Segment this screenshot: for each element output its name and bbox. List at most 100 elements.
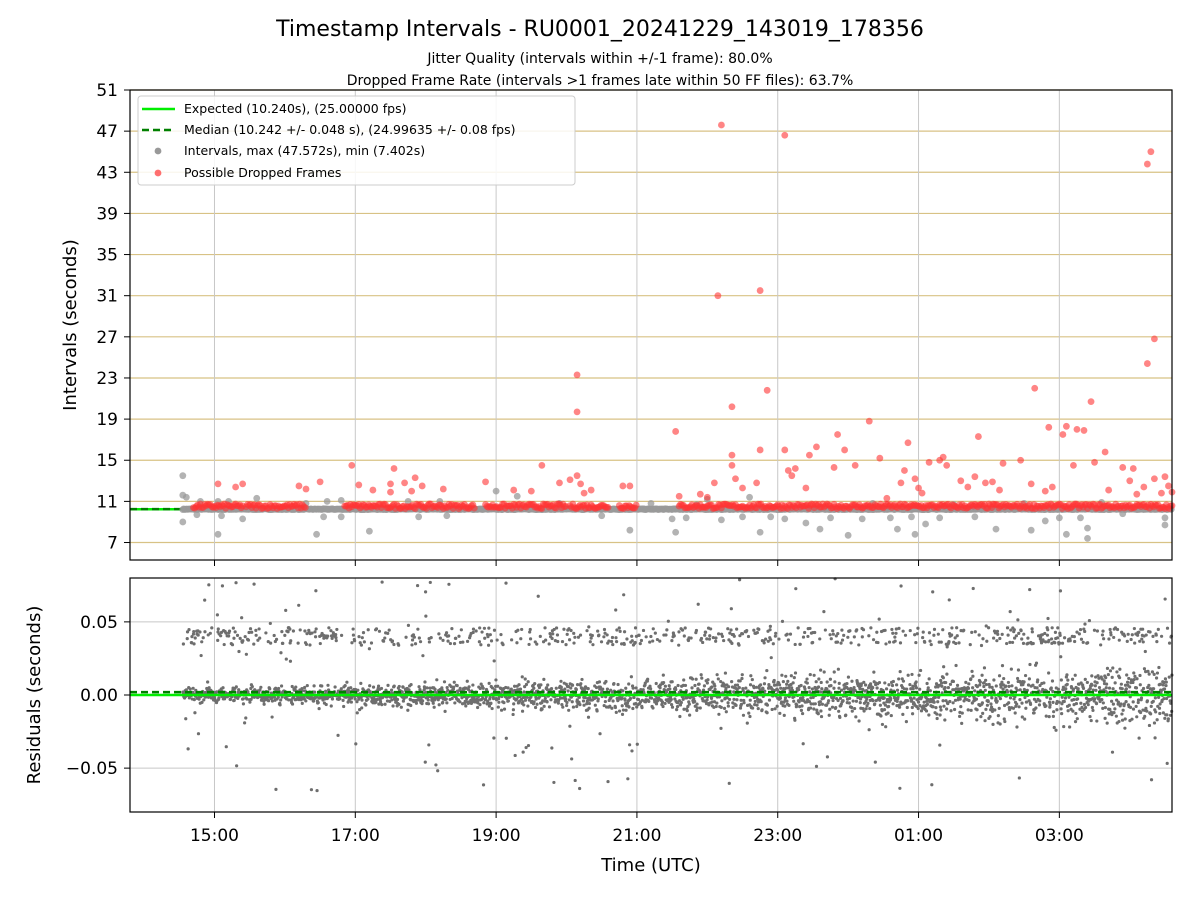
residual-point	[216, 638, 220, 642]
residual-point	[1053, 630, 1058, 634]
dropped-frame-point	[232, 483, 240, 491]
residual-point	[759, 683, 763, 687]
residual-point	[717, 632, 721, 636]
residual-point	[525, 695, 529, 699]
residual-point	[798, 642, 802, 646]
residual-point	[991, 722, 995, 726]
residual-point	[397, 702, 401, 707]
residual-point	[1054, 728, 1058, 732]
residual-point	[708, 634, 712, 638]
residual-point	[935, 712, 939, 716]
dropped-frame-point	[387, 488, 394, 496]
residual-point	[520, 627, 524, 632]
residual-point	[799, 683, 803, 688]
interval-point	[682, 514, 690, 522]
residual-point	[677, 630, 681, 634]
residual-point	[801, 695, 805, 700]
residual-point	[765, 703, 770, 707]
residual-point	[780, 700, 784, 704]
interval-point	[239, 515, 247, 523]
residual-point	[682, 707, 686, 711]
dropped-frame-point	[301, 504, 309, 512]
residual-point	[735, 683, 740, 687]
residual-point	[1052, 725, 1056, 730]
residual-point	[1021, 641, 1026, 645]
residual-point	[636, 697, 641, 702]
residual-point	[1034, 706, 1038, 710]
residual-point	[719, 726, 723, 730]
residual-point	[1051, 700, 1055, 704]
residual-point	[1046, 616, 1050, 621]
residual-point	[420, 702, 424, 706]
residual-point	[461, 640, 465, 644]
residual-point	[207, 583, 211, 587]
residual-point	[243, 635, 247, 639]
residual-point	[351, 627, 355, 631]
intervals-y-tick-label: 11	[96, 492, 118, 512]
residual-point	[284, 657, 288, 661]
residual-point	[808, 626, 812, 631]
residual-point	[686, 638, 691, 643]
residual-point	[949, 709, 953, 713]
residual-point	[241, 702, 246, 706]
residual-point	[241, 639, 245, 643]
residual-point	[516, 628, 520, 632]
residual-point	[487, 704, 492, 708]
residual-point	[768, 628, 772, 632]
residual-point	[200, 700, 204, 704]
interval-point	[1119, 510, 1127, 518]
residual-point	[819, 680, 823, 685]
interval-point	[718, 516, 725, 524]
residual-point	[620, 642, 624, 646]
residual-point	[574, 687, 578, 692]
residual-point	[428, 686, 432, 690]
residual-point	[709, 627, 713, 631]
residual-point	[873, 760, 877, 764]
residual-point	[868, 706, 872, 711]
residual-point	[513, 753, 517, 758]
residual-point	[745, 721, 749, 725]
residual-point	[457, 634, 461, 638]
dropped-frame-point	[408, 487, 416, 495]
residual-point	[701, 640, 705, 645]
residual-point	[945, 672, 949, 676]
residual-point	[785, 632, 789, 636]
residual-point	[897, 677, 901, 681]
residual-point	[238, 636, 242, 640]
dropped-frame-point	[943, 461, 951, 469]
residual-point	[1035, 686, 1039, 690]
residual-point	[1049, 686, 1053, 690]
residual-point	[872, 670, 876, 674]
residual-point	[559, 696, 563, 700]
dropped-frame-point	[439, 485, 447, 493]
residual-point	[787, 686, 791, 690]
residual-point	[369, 641, 374, 645]
residual-point	[401, 699, 405, 703]
dropped-frame-point	[573, 472, 581, 480]
dropped-frame-point	[538, 461, 546, 469]
residual-point	[992, 636, 996, 640]
residual-point	[613, 705, 618, 710]
residual-point	[203, 630, 207, 634]
residual-point	[455, 683, 459, 688]
residual-point	[1013, 711, 1017, 715]
residual-point	[823, 628, 827, 632]
residual-point	[552, 780, 556, 785]
residual-point	[1012, 628, 1016, 632]
interval-point	[936, 514, 944, 522]
residual-point	[374, 627, 379, 631]
interval-point	[1062, 530, 1070, 538]
residual-point	[748, 698, 752, 702]
residual-point	[509, 687, 513, 691]
residual-point	[740, 673, 744, 677]
residual-point	[883, 681, 887, 685]
residual-point	[232, 636, 236, 640]
residual-point	[980, 673, 984, 677]
residual-point	[446, 639, 450, 643]
residual-point	[709, 696, 714, 701]
residual-point	[663, 701, 667, 706]
dropped-frame-point	[813, 443, 820, 451]
residual-point	[620, 704, 624, 708]
residual-point	[805, 681, 809, 685]
residual-point	[809, 702, 813, 706]
